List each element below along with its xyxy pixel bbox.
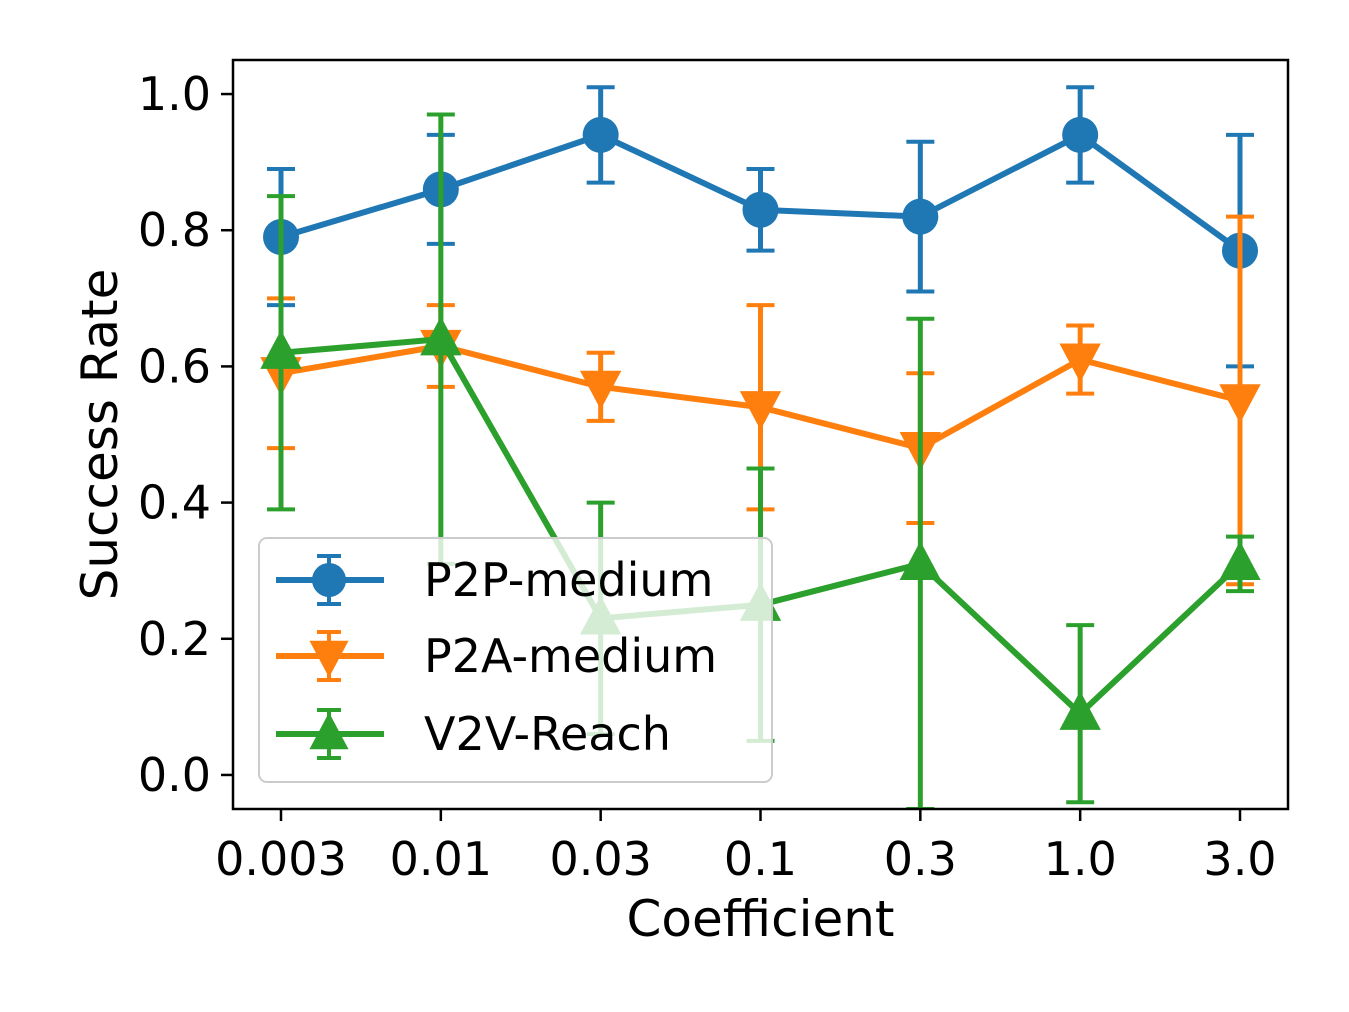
legend-box [258,537,773,783]
data-point [420,316,462,356]
data-point [1059,690,1101,730]
legend-marker [309,712,349,750]
x-tick-label: 0.003 [215,832,347,886]
x-tick-label: 0.01 [390,832,492,886]
data-point [1059,343,1101,383]
axes-layer: 0.003 0.01 0.03 0.1 0.3 1.0 3.0 0.0 0.2 0.4 0.6 0.8… [138,67,1277,886]
legend-item-p2p-medium: P2P-medium [276,553,713,607]
legend-marker [312,563,346,597]
data-point [902,198,939,235]
x-tick-label: 3.0 [1203,832,1276,886]
legend: P2P-medium P2A-medium V2V-Reach [258,537,773,783]
x-tick-label: 0.1 [724,832,797,886]
x-tick-label: 0.3 [884,832,957,886]
x-tick-label: 0.03 [549,832,651,886]
y-tick-label: 1.0 [138,67,211,121]
x-axis-title: Coefficient [626,890,894,948]
y-tick-label: 0.4 [138,476,211,530]
legend-marker [309,640,349,678]
legend-item-v2v-reach: V2V-Reach [276,707,671,761]
legend-label: P2A-medium [424,629,717,683]
x-tick-label: 1.0 [1044,832,1117,886]
data-point [742,191,779,228]
data-point [899,541,942,581]
data-point [1219,541,1261,581]
data-point [260,330,302,369]
y-tick-label: 0.2 [138,612,211,666]
legend-item-p2a-medium: P2A-medium [276,629,717,683]
data-point [1219,384,1261,424]
data-point [1062,116,1099,153]
data-point [582,116,619,153]
y-tick-label: 0.8 [138,203,211,257]
legend-label: P2P-medium [424,553,713,607]
legend-label: V2V-Reach [424,707,671,761]
y-axis-title: Success Rate [71,269,129,601]
data-point [739,391,782,431]
data-point [579,370,622,410]
y-tick-label: 0.0 [138,748,211,802]
y-tick-label: 0.6 [138,339,211,393]
